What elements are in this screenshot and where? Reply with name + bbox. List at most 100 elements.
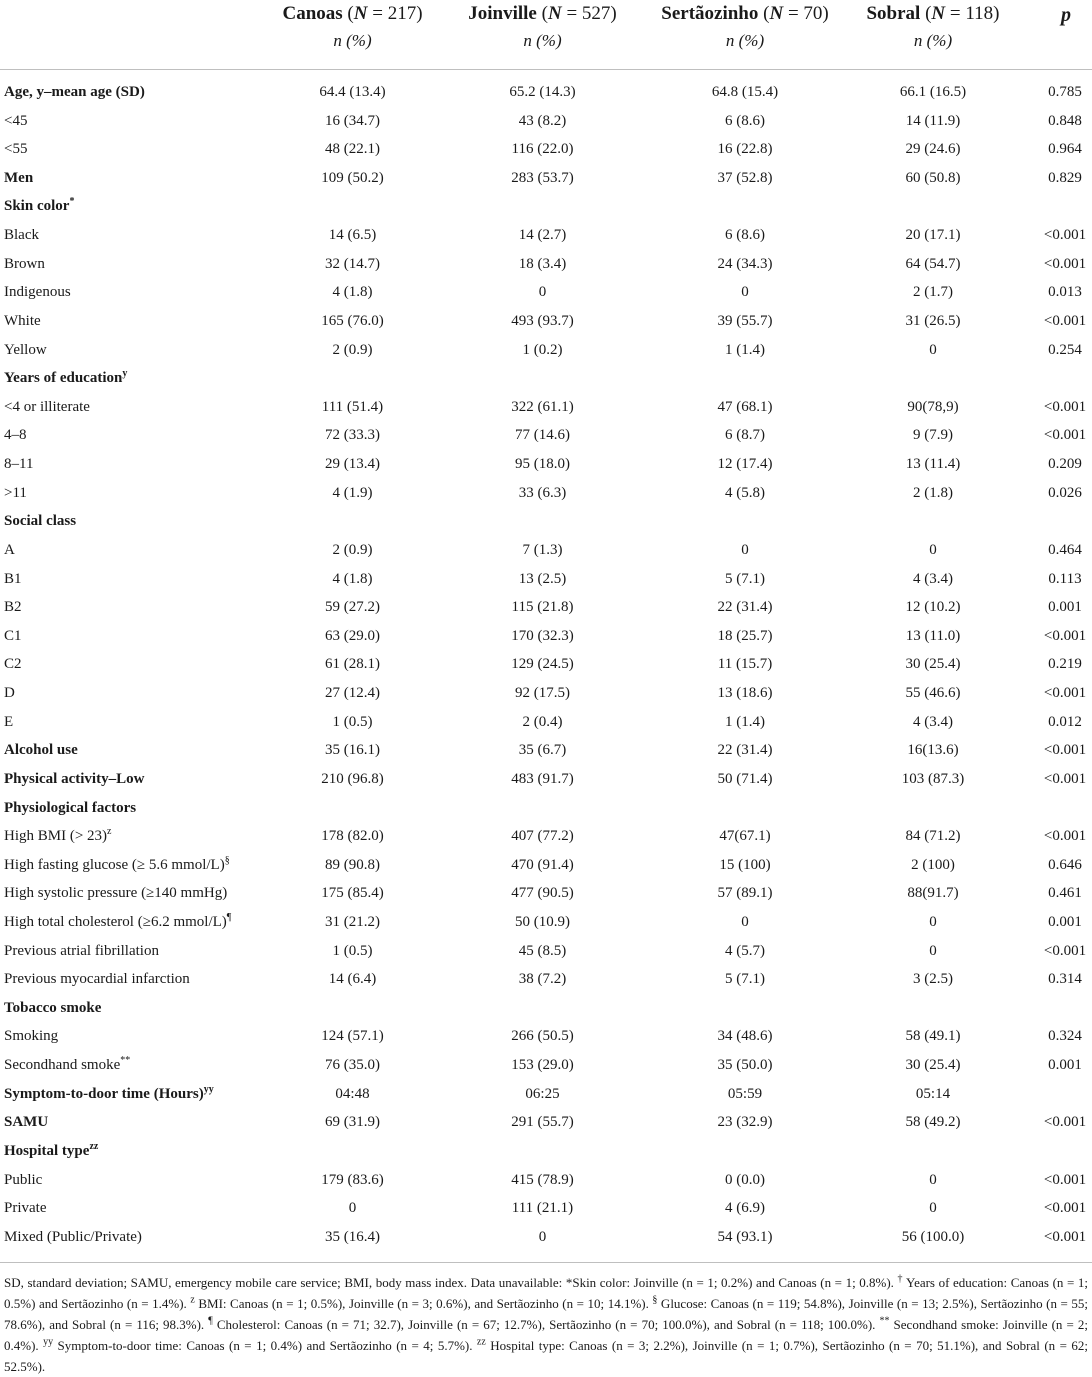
p-value-cell: 0.209 <box>1048 456 1082 473</box>
footnote-marker: § <box>652 1294 658 1306</box>
footnote-text: Secondhand smoke: Joinville (n = 2; 0.4%… <box>4 1317 1088 1353</box>
footnote-text: BMI: Canoas (n = 1; 0.5%), Joinville (n … <box>194 1296 653 1311</box>
table-cell: 22 (31.4) <box>717 599 773 616</box>
table-cell: 179 (83.6) <box>321 1171 384 1188</box>
table-cell: 13 (18.6) <box>717 685 773 702</box>
p-value-cell: 0.464 <box>1048 541 1082 558</box>
table-cell: 35 (6.7) <box>518 742 567 759</box>
row-label: SAMU <box>4 1114 49 1131</box>
column-name: Joinville <box>468 3 537 24</box>
table-cell: 210 (96.8) <box>321 770 384 787</box>
table-cell: 4 (5.8) <box>725 484 765 501</box>
table-cell: 95 (18.0) <box>515 456 570 473</box>
row-label: Previous atrial fibrillation <box>4 942 159 959</box>
footnote-marker: zz <box>476 1336 486 1348</box>
table-cell: 27 (12.4) <box>325 685 380 702</box>
p-value-cell: 0.001 <box>1048 913 1082 930</box>
table-cell: 477 (90.5) <box>511 885 574 902</box>
table-cell: 29 (24.6) <box>905 141 961 158</box>
row-label: B1 <box>4 570 22 587</box>
table-cell: 04:48 <box>335 1085 370 1102</box>
table-cell: 115 (21.8) <box>511 599 574 616</box>
table-cell: 64.8 (15.4) <box>711 84 779 100</box>
p-value-cell: 0.964 <box>1048 141 1082 158</box>
table-cell: 1 (0.2) <box>522 341 563 358</box>
table-cell: 2 (0.9) <box>332 341 373 358</box>
row-label: Age, y–mean age (SD) <box>4 84 145 100</box>
row-label: Skin color* <box>4 196 75 215</box>
row-label: E <box>4 713 14 730</box>
table-cell: 34 (48.6) <box>717 1028 773 1045</box>
table-cell: 14 (11.9) <box>905 112 961 129</box>
table-cell: 4 (3.4) <box>913 713 953 730</box>
table-cell: 23 (32.9) <box>717 1114 773 1131</box>
table-cell: 4 (1.9) <box>332 484 373 501</box>
footnote-text: Symptom-to-door time: Canoas (n = 1; 0.4… <box>53 1338 477 1353</box>
table-row: >11 4 (1.9) 33 (6.3) 4 (5.8) 2 (1.8) 0.026 <box>0 479 1092 507</box>
table-row: C2 61 (28.1) 129 (24.5) 11 (15.7) 30 (25.4) 0… <box>0 650 1092 678</box>
p-value-cell: 0.646 <box>1048 856 1082 873</box>
table-cell: 38 (7.2) <box>518 971 567 988</box>
column-header-sobral: Sobral (N = 118) n (%) <box>848 0 1018 60</box>
p-value-cell: 0.013 <box>1048 284 1082 301</box>
row-label: C2 <box>4 656 22 673</box>
table-cell: 60 (50.8) <box>905 169 961 186</box>
row-label: Men <box>4 169 34 186</box>
table-row: Yellow 2 (0.9) 1 (0.2) 1 (1.4) 0 0.254 <box>0 336 1092 364</box>
footnote-marker: yy <box>203 1083 214 1095</box>
row-label: High systolic pressure (≥140 mmHg) <box>4 885 228 902</box>
table-cell: 9 (7.9) <box>913 427 953 444</box>
row-label: <45 <box>4 112 28 129</box>
footnote-marker: † <box>897 1273 903 1285</box>
table-cell: 5 (7.1) <box>725 971 765 988</box>
table-cell: 92 (17.5) <box>515 685 570 702</box>
p-value-cell: 0.113 <box>1048 570 1082 587</box>
p-value-cell: 0.848 <box>1048 112 1082 129</box>
column-name: Sertãozinho <box>661 3 759 24</box>
table-cell: 50 (10.9) <box>515 913 570 930</box>
table-cell: 13 (11.0) <box>905 627 961 644</box>
table-row: Alcohol use 35 (16.1) 35 (6.7) 22 (31.4) 16(… <box>0 736 1092 764</box>
table-row: Men 109 (50.2) 283 (53.7) 37 (52.8) 60 (50.8… <box>0 164 1092 192</box>
header-divider <box>0 69 1092 70</box>
table-cell: 13 (11.4) <box>905 456 961 473</box>
footnote-marker: z <box>107 826 112 838</box>
column-n: 118 <box>965 3 994 24</box>
table-cell: 1 (0.5) <box>332 942 373 959</box>
table-cell: 65.2 (14.3) <box>509 84 576 100</box>
row-label: Years of educationy <box>4 368 128 387</box>
table-cell: 0 <box>929 341 937 358</box>
table-cell: 05:59 <box>727 1085 763 1102</box>
table-cell: 153 (29.0) <box>511 1057 574 1074</box>
row-label: >11 <box>4 484 27 501</box>
table-cell: 56 (100.0) <box>901 1228 965 1245</box>
table-cell: 111 (51.4) <box>321 398 384 415</box>
p-value-cell: <0.001 <box>1043 427 1087 444</box>
table-row: Public 179 (83.6) 415 (78.9) 0 (0.0) 0 <0.001 <box>0 1166 1092 1194</box>
table-cell: 33 (6.3) <box>518 484 567 501</box>
table-row: Years of educationy <box>0 364 1092 392</box>
p-value-cell: <0.001 <box>1043 255 1087 272</box>
table-cell: 45 (8.5) <box>518 942 567 959</box>
table-row: Physiological factors <box>0 794 1092 822</box>
table-cell: 1 (1.4) <box>725 713 765 730</box>
row-label: Alcohol use <box>4 742 78 759</box>
table-cell: 407 (77.2) <box>511 828 574 845</box>
table-cell: 31 (26.5) <box>905 312 961 329</box>
table-cell: 291 (55.7) <box>511 1114 574 1131</box>
table-row: High fasting glucose (≥ 5.6 mmol/L)§ 89 (… <box>0 851 1092 879</box>
table-cell: 5 (7.1) <box>725 570 765 587</box>
row-label: Tobacco smoke <box>4 999 102 1016</box>
table-row: SAMU 69 (31.9) 291 (55.7) 23 (32.9) 58 (49.2… <box>0 1108 1092 1136</box>
column-name: Sobral <box>866 3 921 24</box>
p-value-cell: 0.461 <box>1048 885 1082 902</box>
table-cell: 124 (57.1) <box>321 1028 384 1045</box>
footnote-marker: ¶ <box>226 911 232 923</box>
p-value-cell: 0.001 <box>1048 1057 1082 1074</box>
table-cell: 37 (52.8) <box>717 169 773 186</box>
table-cell: 175 (85.4) <box>321 885 384 902</box>
table-cell: 47 (68.1) <box>717 398 773 415</box>
table-cell: 129 (24.5) <box>511 656 574 673</box>
table-cell: 48 (22.1) <box>325 141 380 158</box>
table-cell: 77 (14.6) <box>515 427 570 444</box>
